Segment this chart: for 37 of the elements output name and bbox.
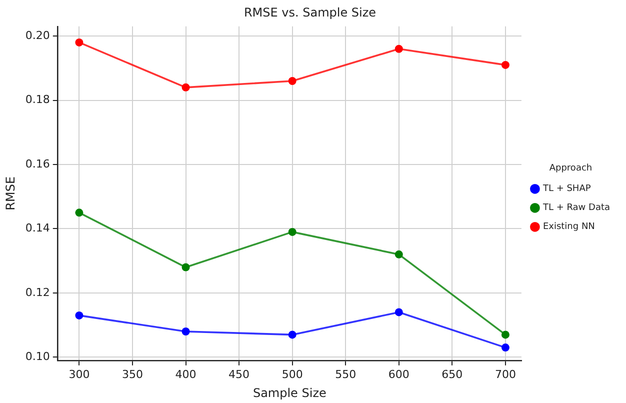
point [75,38,84,46]
point [394,308,403,316]
y-axis-title: RMSE [3,176,18,210]
x-tick-label: 450 [228,368,250,381]
y-tick-label: 0.10 [25,350,50,364]
legend-label: TL + SHAP [542,184,592,194]
x-tick-label: 400 [175,368,196,381]
legend-label: Existing NN [542,222,595,232]
point [394,44,403,53]
x-tick-label: 600 [388,368,410,381]
point [288,228,296,236]
x-tick-label: 500 [282,368,303,381]
x-axis-title: Sample Size [252,386,326,400]
y-tick-label: 0.18 [25,93,50,106]
y-tick-label: 0.14 [25,222,50,235]
y-tick-label: 0.20 [25,28,50,42]
legend-label: TL + Raw Data [542,203,610,214]
point [501,60,510,69]
point [75,208,84,217]
point [182,327,190,336]
point [75,311,84,320]
x-tick-label: 300 [68,368,90,381]
y-tick-label: 0.16 [25,157,50,170]
point [501,344,510,352]
point [394,250,403,258]
x-tick-label: 700 [494,368,516,381]
point [288,76,296,85]
legend-title: Approach [549,163,592,174]
x-tick-label: 550 [335,368,356,381]
x-tick-label: 650 [442,368,463,381]
y-tick-label: 0.12 [25,286,50,299]
point [182,263,190,272]
point [501,330,510,339]
point [182,83,190,92]
chart-title: RMSE vs. Sample Size [244,5,376,20]
point [288,330,296,339]
x-tick-label: 350 [122,368,143,381]
